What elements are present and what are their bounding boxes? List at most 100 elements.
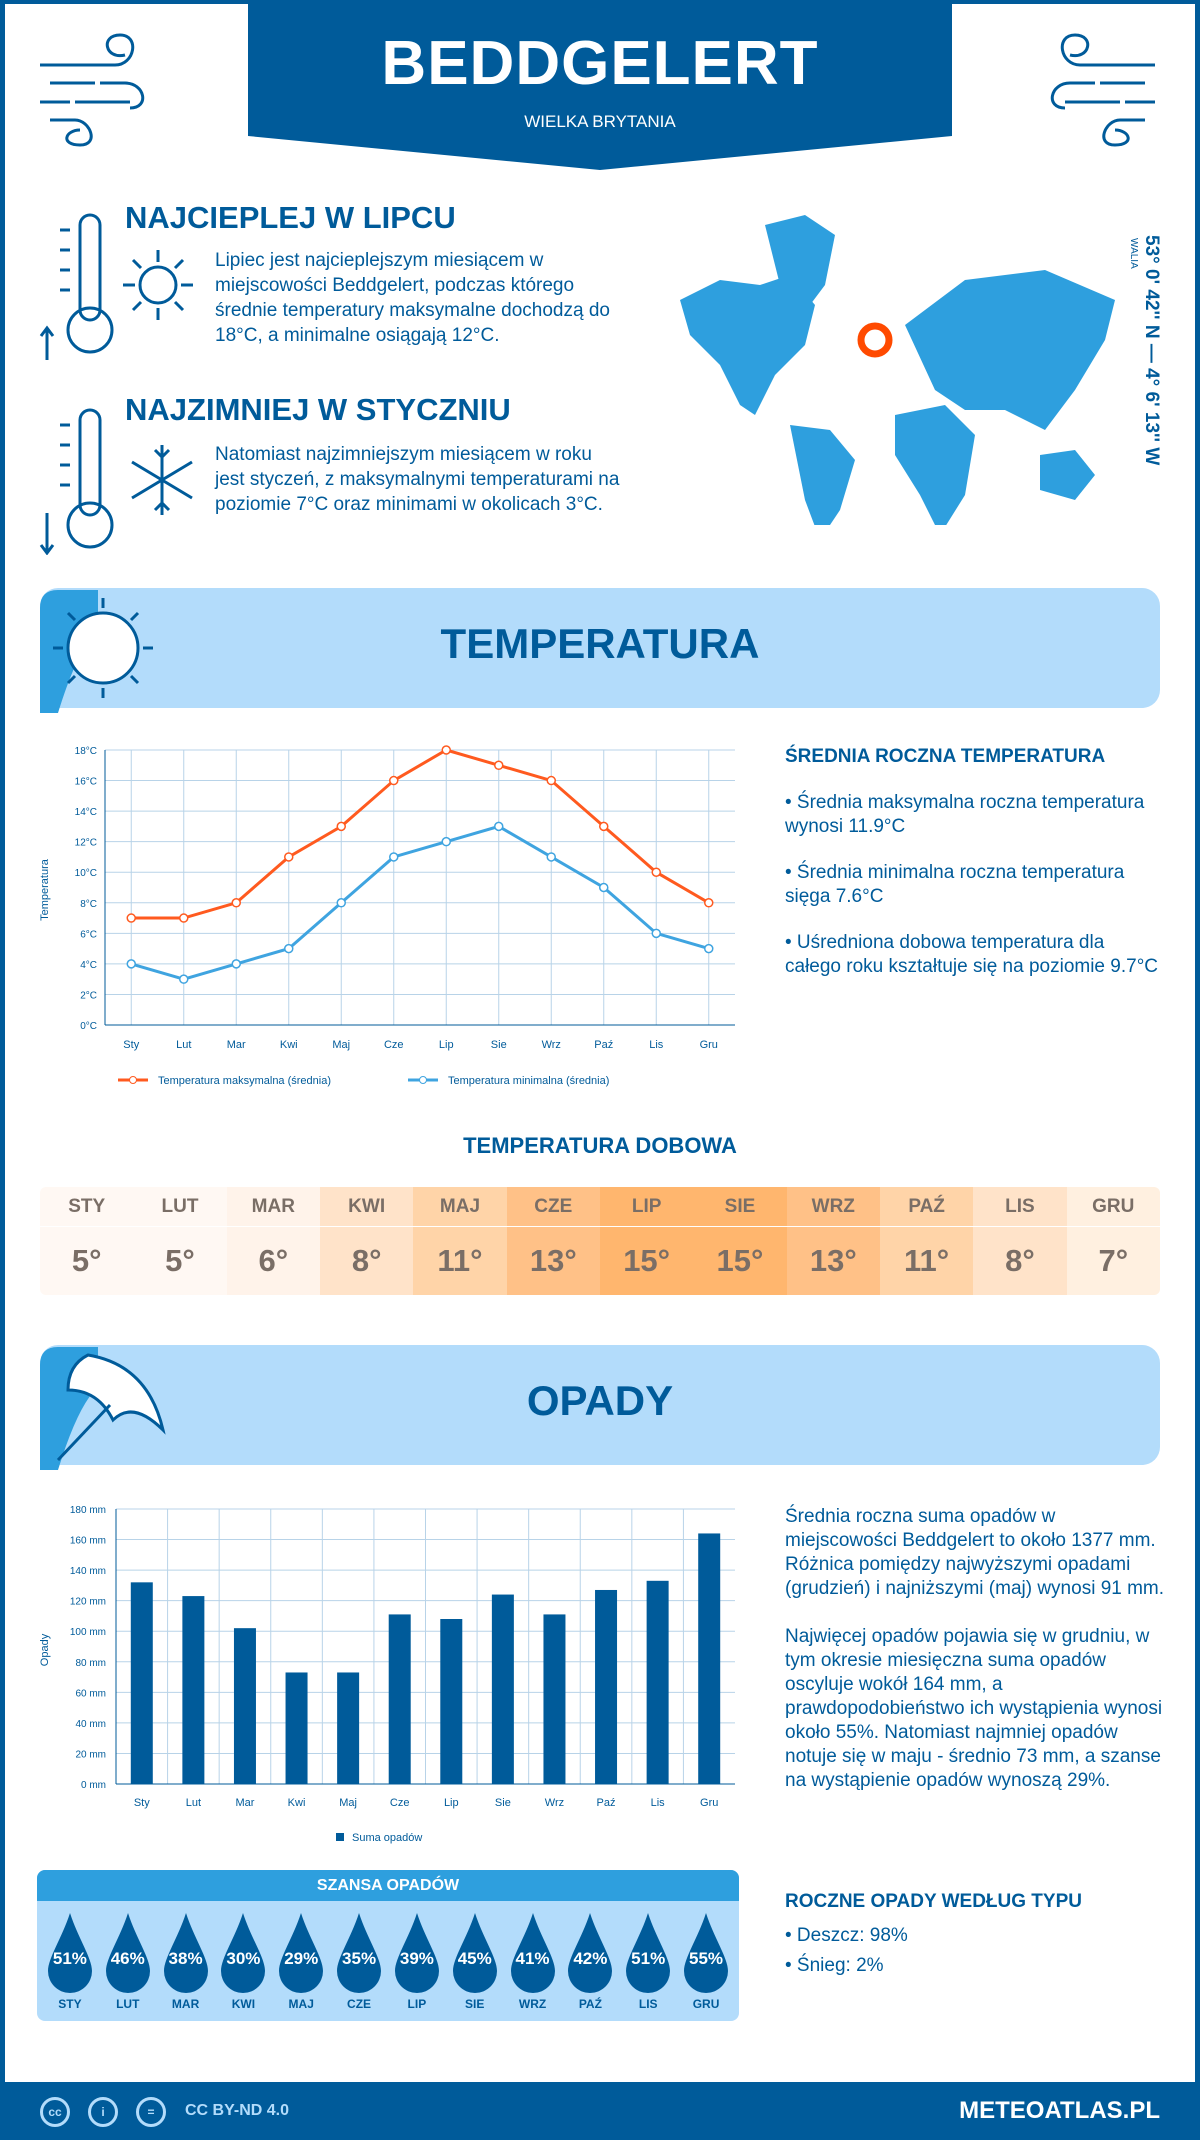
month-label: CZE [347,1997,372,2011]
bar [491,1594,514,1784]
y-tick-label: 18°C [75,746,97,757]
bar [388,1614,411,1784]
bar [182,1596,205,1784]
brand-link[interactable]: METEOATLAS.PL [959,2097,1160,2124]
summary-min: • Średnia minimalna roczna temperatura s… [785,862,1125,907]
daily-temp-cell: MAR 6° [226,1187,320,1295]
precip-text-1: Średnia roczna suma opadów w miejscowośc… [785,1506,1165,1599]
month-label: MAJ [413,1187,507,1227]
y-tick-label: 4°C [80,960,97,971]
temp-value: 15° [716,1243,764,1278]
temp-value: 13° [529,1243,577,1278]
y-tick-label: 120 mm [70,1597,106,1608]
y-tick-label: 60 mm [75,1688,106,1699]
by-icon: i [88,2097,118,2127]
temp-value: 11° [904,1243,950,1278]
y-tick-label: 80 mm [75,1658,106,1669]
month-label: GRU [1066,1187,1160,1227]
x-tick-label: Lip [444,1797,459,1809]
y-tick-label: 0°C [80,1021,97,1032]
warmest-heading: NAJCIEPLEJ W LIPCU [125,200,456,235]
month-label: STY [58,1997,82,2011]
raindrop-icon [163,1913,208,1993]
x-tick-label: Cze [390,1797,410,1809]
chance-value: 39% [399,1949,434,1968]
temp-value: 11° [437,1243,483,1278]
x-tick-label: Gru [700,1797,718,1809]
cc-icon: cc [40,2097,70,2127]
data-point [126,959,136,969]
chance-drop: 39% LIP [388,1901,446,2021]
raindrop-icon [510,1913,555,1993]
daily-temp-cell: CZE 13° [506,1187,600,1295]
y-tick-label: 12°C [75,838,97,849]
x-tick-label: Lis [651,1797,666,1809]
y-tick-label: 8°C [80,899,97,910]
legend-label: Temperatura maksymalna (średnia) [158,1075,331,1087]
data-point [389,775,399,786]
chance-value: 46% [110,1949,145,1968]
x-tick-label: Kwi [280,1039,298,1051]
data-point [704,943,714,954]
chance-value: 42% [573,1949,608,1968]
month-label: LIP [407,1997,427,2011]
summary-avg: • Uśredniona dobowa temperatura dla całe… [785,932,1159,977]
x-tick-label: Sty [123,1039,139,1051]
chance-value: 51% [631,1949,666,1968]
month-label: SIE [693,1187,787,1227]
temp-value: 8° [351,1243,382,1278]
license-label[interactable]: CC BY-ND 4.0 [185,2102,290,2119]
bar [233,1628,256,1784]
data-point [546,852,556,862]
month-label: LIS [973,1187,1067,1227]
raindrop-icon [48,1913,92,1993]
data-point [231,959,241,969]
x-tick-label: Cze [384,1039,404,1051]
precip-type-rain: • Deszcz: 98% [785,1925,908,1946]
chance-drop: 29% MAJ [272,1901,330,2021]
x-tick-label: Lut [176,1039,191,1051]
x-tick-label: Paź [597,1797,616,1809]
bar [646,1580,669,1784]
x-tick-label: Lut [186,1797,201,1809]
x-tick-label: Gru [700,1039,718,1051]
x-tick-label: Lis [649,1039,664,1051]
chance-value: 38% [168,1949,203,1968]
precip-type-heading: ROCZNE OPADY WEDŁUG TYPU [785,1891,1082,1912]
bar [698,1533,721,1784]
coldest-heading: NAJZIMNIEJ W STYCZNIU [125,392,511,427]
month-label: GRU [692,1997,720,2011]
daily-temp-cell: GRU 7° [1066,1187,1160,1295]
y-tick-label: 16°C [75,777,97,788]
data-point [389,852,399,862]
x-tick-label: Sie [491,1039,507,1051]
chance-drop: 51% STY [41,1901,99,2021]
month-label: MAR [171,1997,200,2011]
legend-swatch [336,1833,344,1841]
data-point [494,821,504,832]
raindrop-icon [105,1913,150,1993]
x-tick-label: Sty [134,1797,150,1809]
x-tick-label: Lip [439,1039,454,1051]
y-tick-label: 2°C [80,990,97,1001]
thermometer-down-icon [39,408,114,555]
raindrop-icon [279,1913,324,1993]
month-label: KWI [319,1187,414,1227]
data-point [336,898,346,908]
x-tick-label: Paź [594,1039,613,1051]
chance-value: 55% [689,1949,724,1968]
y-tick-label: 40 mm [75,1719,106,1730]
region-label: WALIA [1128,238,1139,269]
bar [130,1582,153,1784]
x-tick-label: Kwi [288,1797,306,1809]
legend-label: Temperatura minimalna (średnia) [448,1075,609,1087]
warmest-text: Lipiec jest najcieplejszym miesiącem w m… [215,250,610,346]
world-map [680,215,1115,525]
wind-icon [1050,33,1155,147]
y-tick-label: 180 mm [70,1505,106,1516]
y-tick-label: 0 mm [81,1780,106,1791]
month-label: MAR [226,1187,320,1227]
summary-max: • Średnia maksymalna roczna temperatura … [785,792,1145,837]
month-label: MAJ [288,1997,314,2011]
temp-value: 5° [165,1243,195,1278]
